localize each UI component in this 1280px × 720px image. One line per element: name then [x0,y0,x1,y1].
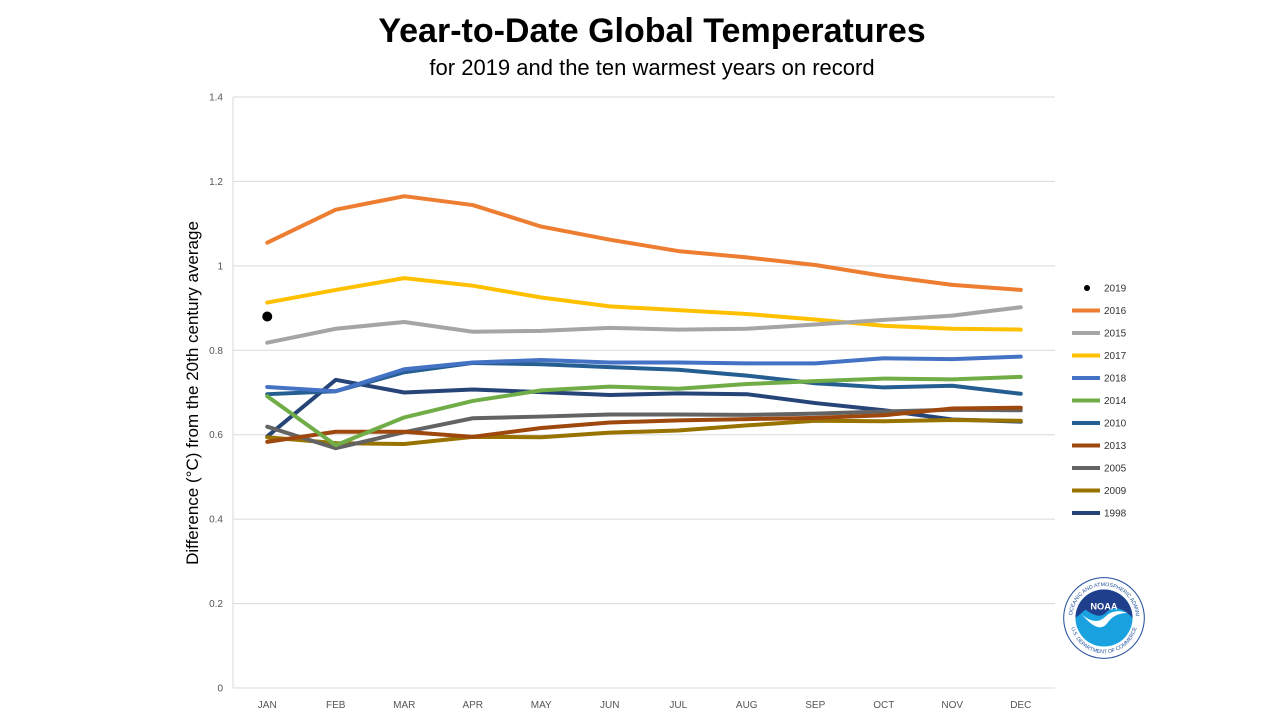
y-tick-label: 0.6 [209,430,223,441]
legend-label: 2015 [1104,329,1127,340]
legend-label: 1998 [1104,509,1127,520]
legend-label: 2010 [1104,419,1127,430]
chart-subtitle: for 2019 and the ten warmest years on re… [429,55,875,80]
chart-title: Year-to-Date Global Temperatures [378,12,926,50]
y-tick-label: 0.4 [209,515,223,526]
y-tick-label: 0.2 [209,599,223,610]
series-2010-line [265,360,1023,397]
legend-label: 2018 [1104,374,1127,385]
legend-label: 2013 [1104,441,1127,452]
series-2009-line [265,417,1023,447]
x-tick-labels: JAN FEB MAR APR MAY JUN JUL AUG SEP OCT NOV DEC [258,700,1032,711]
x-tick-label: MAR [393,700,415,711]
x-tick-label: AUG [736,700,758,711]
x-tick-label: JAN [258,700,277,711]
y-tick-labels: 0 0.2 0.4 0.6 0.8 1 1.2 1.4 [209,93,223,695]
x-tick-label: NOV [941,700,963,711]
noaa-logo: NATIONAL OCEANIC AND ATMOSPHERIC ADMINIS… [1062,576,1145,659]
y-tick-label: 1 [217,261,223,272]
y-tick-label: 0.8 [209,346,223,357]
series-2005-line [265,407,1023,451]
series-2015-line [265,305,1023,345]
series-2017-line [265,276,1023,332]
x-tick-label: APR [462,700,483,711]
legend-label: 2019 [1104,284,1127,295]
series-lines [262,194,1023,451]
legend-swatch [1084,285,1090,291]
x-tick-label: FEB [326,700,346,711]
x-tick-label: DEC [1010,700,1031,711]
x-tick-label: JUL [669,700,687,711]
series-2014-line [265,374,1023,448]
y-tick-label: 1.2 [209,177,223,188]
series-2018-line [265,354,1023,394]
x-tick-label: JUN [600,700,619,711]
legend-label: 2009 [1104,486,1127,497]
legend-label: 2017 [1104,351,1127,362]
axes [232,97,1055,689]
y-tick-label: 1.4 [209,93,223,104]
legend-label: 2005 [1104,464,1127,475]
legend-label: 2014 [1104,396,1127,407]
legend: 2019 2016 2015 2017 2018 2014 2010 2013 2005 2009… [1072,284,1127,520]
y-tick-label: 0 [217,684,223,695]
x-tick-label: MAY [531,700,552,711]
x-tick-label: OCT [873,700,894,711]
series-2016-line [265,194,1023,292]
x-tick-label: SEP [805,700,825,711]
logo-text: NOAA [1090,602,1118,612]
y-axis-label: Difference (°C) from the 20th century av… [183,221,202,565]
legend-label: 2016 [1104,306,1127,317]
series-2019-point [262,311,273,322]
gridlines [233,96,1055,605]
series-2013-line [265,405,1023,444]
